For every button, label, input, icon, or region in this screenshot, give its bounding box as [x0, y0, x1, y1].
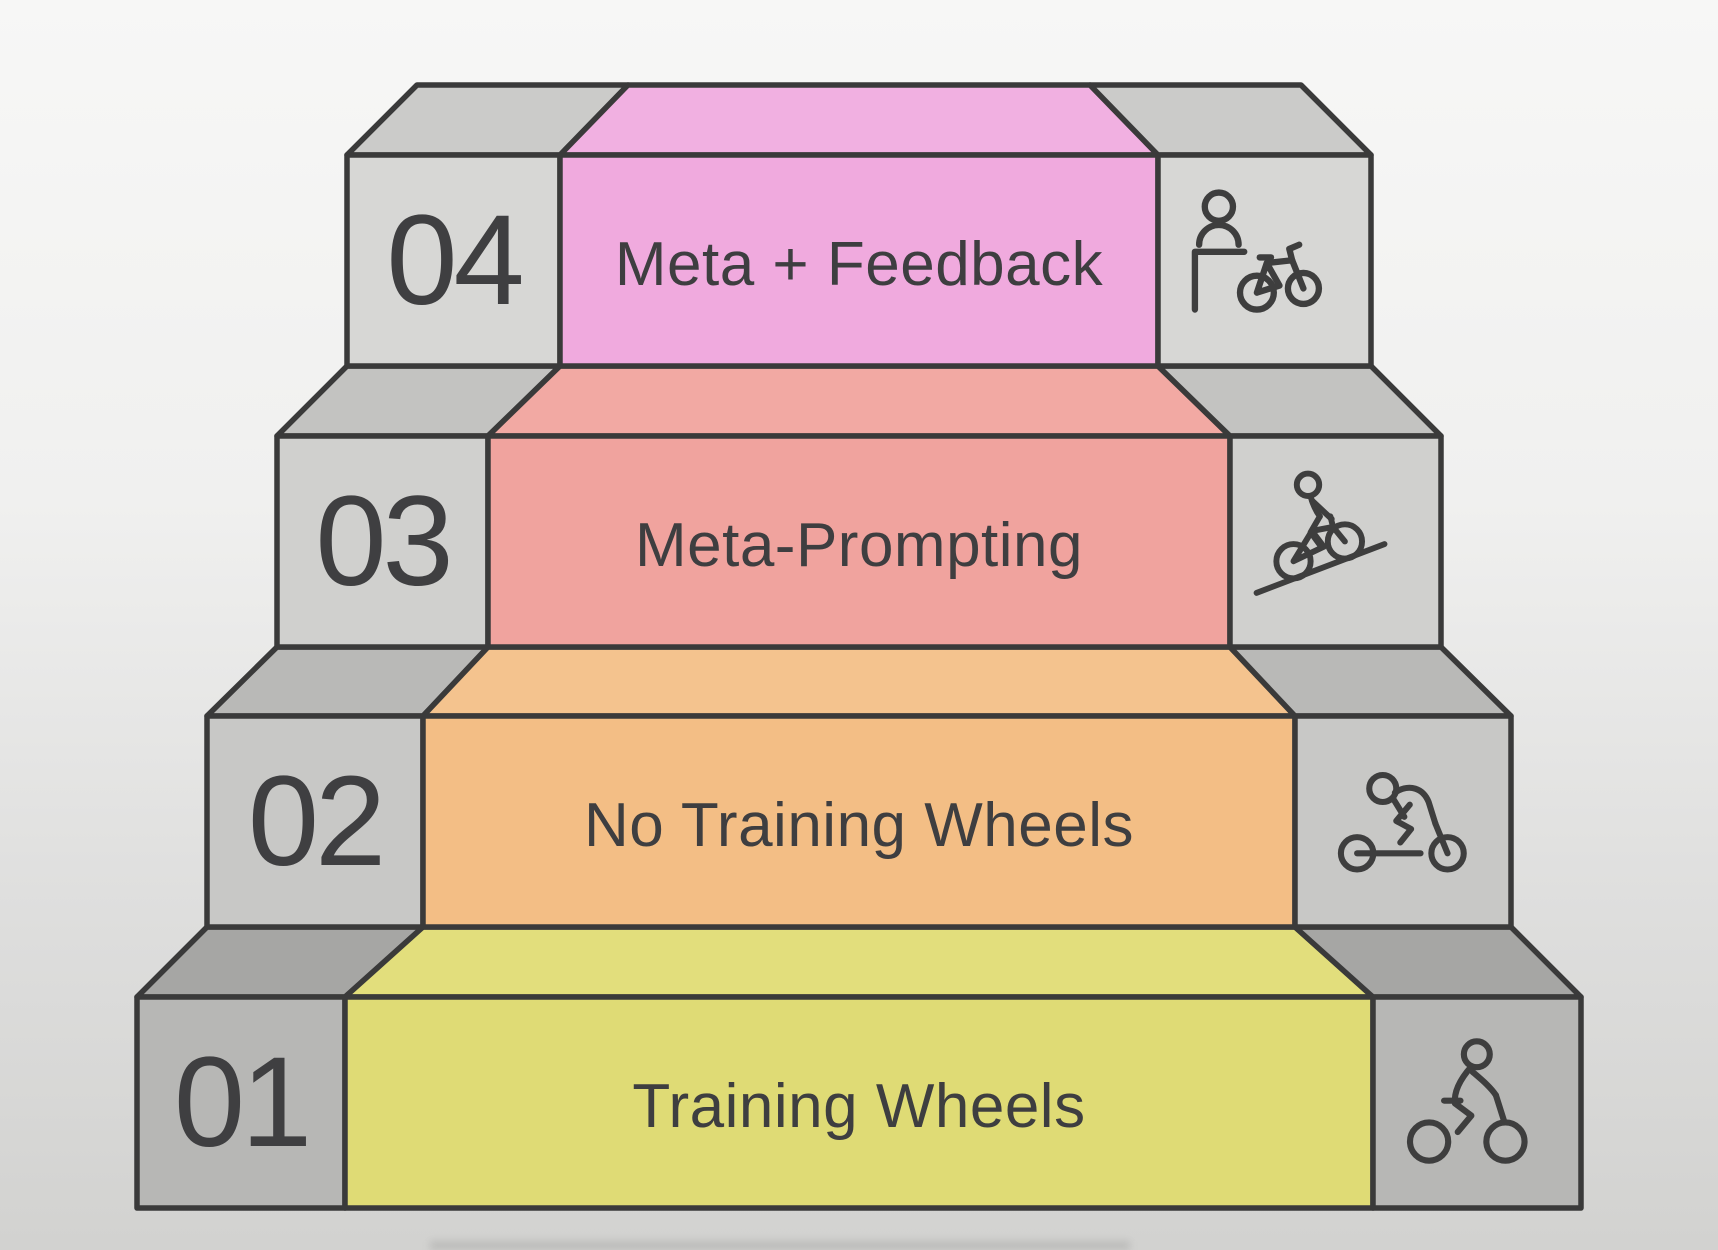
- hill-slope: [1253, 541, 1388, 596]
- level-02-step: [204, 644, 1514, 930]
- level-03-top-face-center: [485, 363, 1233, 439]
- upright-cyclist-icon: [1406, 1038, 1528, 1164]
- rider-leg: [1451, 1100, 1475, 1136]
- rider-leg: [1307, 513, 1325, 550]
- level-02-label: No Training Wheels: [423, 716, 1295, 927]
- bike-front-wheel: [1428, 834, 1467, 873]
- level-02-number-text: 02: [247, 749, 386, 893]
- level-04-top-face-center: [557, 82, 1161, 158]
- level-01-number-box: [134, 994, 348, 1211]
- level-04-label: Meta + Feedback: [560, 155, 1158, 366]
- instructor-with-bicycle-icon: [1191, 189, 1323, 313]
- level-03-icon-box: [1227, 433, 1444, 650]
- bike-stem: [1327, 513, 1337, 530]
- level-01-number: 01: [137, 997, 345, 1208]
- level-03-number-text: 03: [315, 469, 453, 613]
- standing-cyclist-on-hill-icon: [1253, 470, 1388, 596]
- bottom-shadow-artifact: [430, 1241, 1130, 1250]
- level-01-label: Training Wheels: [345, 997, 1373, 1208]
- rider-arm: [1390, 796, 1408, 820]
- bike-front-wheel: [1284, 269, 1323, 308]
- level-04-label-text: Meta + Feedback: [614, 230, 1104, 299]
- level-03-label-box: [485, 433, 1233, 650]
- level-04-number: 04: [347, 155, 560, 366]
- level-02-top-face-center: [420, 644, 1298, 719]
- bike-front-wheel: [1483, 1119, 1528, 1164]
- level-01-top-face-center: [342, 924, 1376, 1000]
- level-03-number: 03: [277, 436, 488, 647]
- bike-front-wheel: [1324, 521, 1366, 562]
- bike-rear-wheel: [1406, 1119, 1452, 1164]
- rider-arm: [1469, 1068, 1499, 1099]
- level-01-icon-box: [1370, 994, 1584, 1211]
- bike-stem: [1492, 1092, 1508, 1125]
- rider-head: [1293, 470, 1323, 499]
- bike-rear-wheel: [1273, 541, 1314, 582]
- bike-frame: [1253, 257, 1307, 296]
- bike-fork: [1432, 820, 1451, 857]
- level-02-label-text: No Training Wheels: [583, 791, 1135, 860]
- level-04-number-text: 04: [386, 188, 524, 332]
- level-03-label-text: Meta-Prompting: [634, 511, 1084, 580]
- level-02-number: 02: [207, 716, 423, 927]
- level-01-number-text: 01: [173, 1030, 312, 1174]
- level-03-label: Meta-Prompting: [488, 436, 1230, 647]
- level-01-step: [134, 924, 1584, 1211]
- person-shoulders: [1195, 221, 1242, 248]
- level-04-step: [344, 82, 1374, 369]
- level-02-label-box: [420, 713, 1298, 930]
- level-01-label-text: Training Wheels: [632, 1072, 1086, 1141]
- level-04-label-box: [557, 152, 1161, 369]
- rider-head: [1460, 1038, 1493, 1071]
- rider-back: [1391, 784, 1439, 827]
- aero-racing-cyclist-icon: [1337, 771, 1467, 873]
- person-head: [1201, 189, 1237, 224]
- level-01-label-box: [342, 994, 1376, 1211]
- bike-handlebar: [1286, 241, 1303, 264]
- stand-counter: [1191, 248, 1248, 313]
- bike-rear-wheel: [1236, 272, 1277, 313]
